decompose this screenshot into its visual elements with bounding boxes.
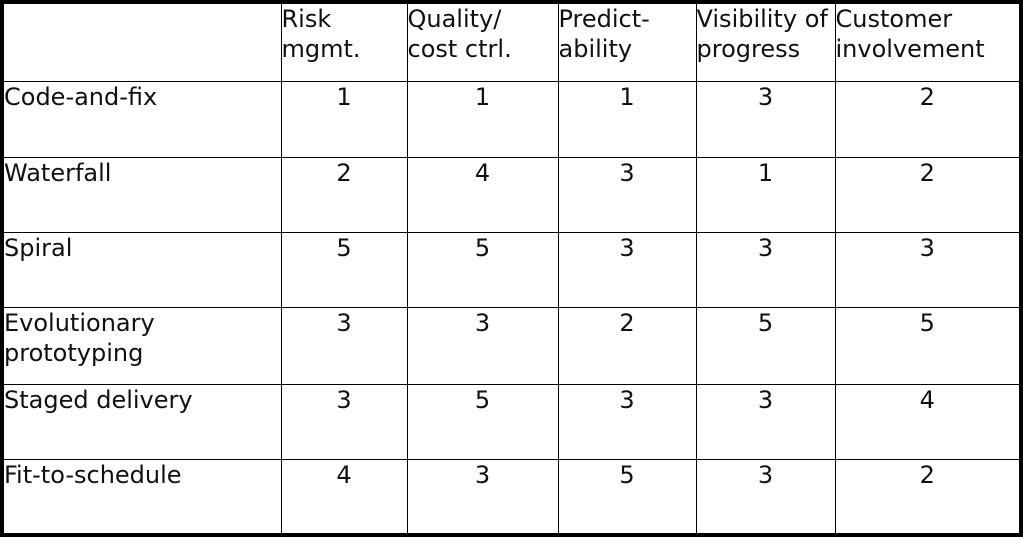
score-cell: 4 [280, 458, 408, 535]
score-cell: 2 [557, 306, 697, 385]
column-header-line: ability [558, 35, 633, 63]
row-label: Waterfall [4, 156, 282, 233]
column-header-visibility: Visibility of progress [695, 4, 836, 82]
score-cell: 5 [695, 306, 836, 385]
score-cell: 5 [834, 306, 1019, 385]
column-header-line: Predict- [558, 5, 650, 33]
score-cell: 1 [406, 80, 559, 158]
table-row: Staged delivery 3 5 3 3 4 [4, 383, 1019, 460]
table-row: Evolutionary prototyping 3 3 2 5 5 [4, 306, 1019, 385]
score-cell: 3 [406, 458, 559, 535]
score-cell: 2 [834, 458, 1019, 535]
score-cell: 3 [695, 80, 836, 158]
column-header-line: Customer [835, 5, 953, 33]
score-cell: 5 [280, 231, 408, 308]
column-header-line: progress [696, 35, 801, 63]
column-header-quality: Quality/ cost ctrl. [406, 4, 559, 82]
row-label: Staged delivery [4, 383, 282, 460]
row-label-line: Code-and-fix [4, 82, 158, 111]
score-cell: 2 [834, 80, 1019, 158]
score-cell: 4 [834, 383, 1019, 460]
header-row: Risk mgmt. Quality/ cost ctrl. Predict- … [4, 4, 1019, 82]
score-cell: 3 [557, 383, 697, 460]
column-header-risk: Risk mgmt. [280, 4, 408, 82]
score-cell: 2 [834, 156, 1019, 233]
score-cell: 3 [406, 306, 559, 385]
row-label: Spiral [4, 231, 282, 308]
corner-cell [4, 4, 282, 82]
score-cell: 1 [695, 156, 836, 233]
score-cell: 3 [695, 383, 836, 460]
row-label-line: prototyping [4, 338, 144, 367]
score-cell: 3 [280, 383, 408, 460]
table-row: Code-and-fix 1 1 1 3 2 [4, 80, 1019, 158]
score-cell: 5 [406, 231, 559, 308]
score-cell: 3 [834, 231, 1019, 308]
column-header-line: Quality/ [407, 5, 502, 33]
comparison-table: Risk mgmt. Quality/ cost ctrl. Predict- … [4, 4, 1019, 535]
column-header-line: Risk [281, 5, 332, 33]
row-label: Code-and-fix [4, 80, 282, 158]
table-row: Spiral 5 5 3 3 3 [4, 231, 1019, 308]
score-cell: 3 [557, 231, 697, 308]
score-cell: 3 [280, 306, 408, 385]
column-header-line: mgmt. [281, 35, 361, 63]
column-header-customer: Customer involvement [834, 4, 1019, 82]
score-cell: 1 [280, 80, 408, 158]
row-label-line: Waterfall [4, 158, 112, 187]
table-row: Fit-to-schedule 4 3 5 3 2 [4, 458, 1019, 535]
row-label-line: Evolutionary [4, 308, 155, 337]
column-header-line: involvement [835, 35, 985, 63]
row-label-line: Fit-to-schedule [4, 460, 182, 489]
row-label: Evolutionary prototyping [4, 306, 282, 385]
row-label: Fit-to-schedule [4, 458, 282, 535]
column-header-line: cost ctrl. [407, 35, 512, 63]
table-row: Waterfall 2 4 3 1 2 [4, 156, 1019, 233]
score-cell: 1 [557, 80, 697, 158]
score-cell: 4 [406, 156, 559, 233]
score-cell: 3 [695, 458, 836, 535]
score-cell: 2 [280, 156, 408, 233]
score-cell: 3 [557, 156, 697, 233]
score-cell: 3 [695, 231, 836, 308]
score-cell: 5 [557, 458, 697, 535]
row-label-line: Staged delivery [4, 385, 193, 414]
column-header-predictability: Predict- ability [557, 4, 697, 82]
row-label-line: Spiral [4, 233, 73, 262]
score-cell: 5 [406, 383, 559, 460]
column-header-line: Visibility of [696, 5, 828, 33]
